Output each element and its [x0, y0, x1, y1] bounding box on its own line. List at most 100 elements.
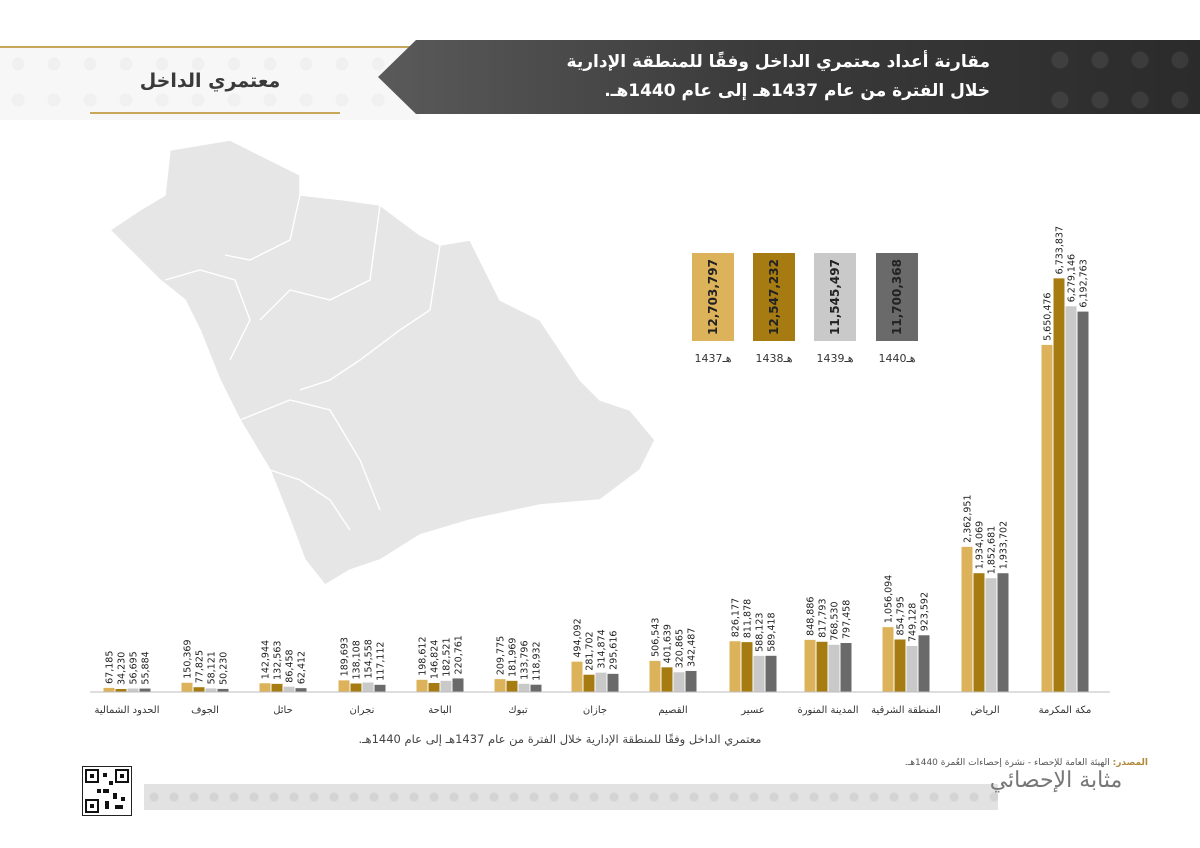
bar-value-label: 132,563 [273, 641, 284, 680]
bar [139, 688, 151, 692]
source-text: الهيئة العامة للإحصاء - نشرة إحصاءات الع… [904, 758, 1110, 768]
page-title-line2: خلال الفترة من عام 1437هـ إلى عام 1440هـ… [604, 81, 990, 101]
bar [649, 660, 661, 692]
total-year-label: 1440هـ [878, 352, 915, 365]
bar-value-label: 2,362,951 [963, 494, 974, 542]
category-label: الحدود الشمالية [95, 705, 160, 716]
category-label: الباحة [428, 705, 451, 716]
bar [685, 670, 697, 692]
bar-value-label: 749,128 [908, 603, 919, 642]
bar-value-label: 133,796 [520, 640, 531, 679]
total-bar-1 [692, 253, 734, 341]
bar [918, 635, 930, 692]
totals-legend: 12,703,797 1437هـ 12,547,232 1438هـ 11,545,4… [692, 253, 918, 365]
bar-value-label: 817,793 [818, 598, 829, 637]
qr-code[interactable] [82, 766, 132, 816]
bar-value-label: 55,884 [141, 651, 152, 684]
bar-value-label: 86,458 [285, 649, 296, 682]
bar [127, 688, 139, 692]
bar [416, 679, 428, 692]
bar [271, 683, 283, 692]
bar [494, 679, 506, 692]
bar-value-label: 62,412 [297, 651, 308, 684]
bar-value-label: 848,886 [806, 597, 817, 636]
bar-value-label: 34,230 [117, 652, 128, 685]
bar [1065, 306, 1077, 692]
category-label: مكة المكرمة [1039, 705, 1092, 716]
header-ornament [1040, 40, 1200, 114]
bar-value-label: 768,530 [830, 601, 841, 640]
bar [906, 645, 918, 692]
bar-value-label: 5,650,476 [1043, 293, 1054, 341]
chart-caption: معتمري الداخل وفقًا للمنطقة الإدارية خلا… [358, 732, 762, 746]
bar [452, 678, 464, 692]
bar-value-label: 182,521 [442, 637, 453, 676]
bar-value-label: 923,592 [920, 592, 931, 631]
category-label: تبوك [508, 705, 527, 716]
bar [193, 687, 205, 692]
bar [583, 674, 595, 692]
bar-value-label: 6,279,146 [1067, 254, 1078, 302]
bar [259, 683, 271, 692]
bar [350, 683, 362, 692]
bar [595, 672, 607, 692]
total-value-label: 12,703,797 [706, 259, 720, 335]
bar [816, 641, 828, 692]
bar-value-label: 1,056,094 [884, 575, 895, 623]
total-year-label: 1437هـ [694, 352, 731, 365]
category-label: القصيم [658, 705, 687, 716]
bar [181, 682, 193, 692]
bar-value-label: 342,487 [687, 628, 698, 667]
header-banner [378, 40, 1200, 114]
bar-value-label: 588,123 [755, 613, 766, 652]
source-note: المصدر: الهيئة العامة للإحصاء - نشرة إحص… [905, 758, 1148, 768]
bar-value-label: 67,185 [105, 651, 116, 684]
map-region-borders [164, 194, 441, 531]
total-year-label: 1438هـ [755, 352, 792, 365]
bar [428, 682, 440, 692]
bar-value-label: 6,733,837 [1055, 226, 1066, 274]
bar-value-label: 220,761 [454, 635, 465, 674]
bar-value-label: 401,639 [663, 624, 674, 663]
bar [374, 684, 386, 692]
category-label: عسير [740, 705, 764, 716]
bar [840, 643, 852, 692]
bar-value-label: 1,852,681 [987, 526, 998, 574]
bar-value-label: 77,825 [195, 650, 206, 683]
bar [882, 627, 894, 692]
bar [607, 673, 619, 692]
bar [985, 578, 997, 692]
header-pattern-band [0, 46, 420, 120]
category-label: نجران [350, 705, 375, 716]
bar-value-label: 826,177 [731, 598, 742, 637]
section-tab [90, 60, 340, 114]
bar-value-label: 6,192,763 [1079, 259, 1090, 307]
total-year-label: 1439هـ [816, 352, 853, 365]
bar [571, 661, 583, 692]
bar-value-label: 150,369 [183, 639, 194, 678]
bar-value-label: 295,616 [609, 631, 620, 670]
bar-value-label: 181,969 [508, 638, 519, 677]
saudi-map-shape [108, 139, 656, 586]
statistics-logo: مثابة الإحصائي [989, 768, 1123, 793]
bar-value-label: 854,795 [896, 596, 907, 635]
bar [894, 639, 906, 692]
category-label: المنطقة الشرقية [871, 705, 941, 716]
bar-value-label: 811,878 [743, 599, 754, 638]
bar-value-label: 320,865 [675, 629, 686, 668]
bar-value-label: 281,702 [585, 631, 596, 670]
category-label: الرياض [970, 705, 999, 716]
bar-value-label: 506,543 [651, 618, 662, 657]
category-label: حائل [273, 705, 293, 716]
bar-value-label: 58,121 [207, 651, 218, 684]
bar [741, 642, 753, 692]
bar [283, 686, 295, 692]
page-title: مقارنة أعداد معتمري الداخل وفقًا للمنطقة… [390, 48, 990, 106]
bar-value-label: 494,092 [573, 618, 584, 657]
bar [530, 684, 542, 692]
bar [205, 688, 217, 692]
bar [765, 655, 777, 692]
qr-code-icon [85, 769, 129, 813]
bar [1041, 344, 1053, 692]
